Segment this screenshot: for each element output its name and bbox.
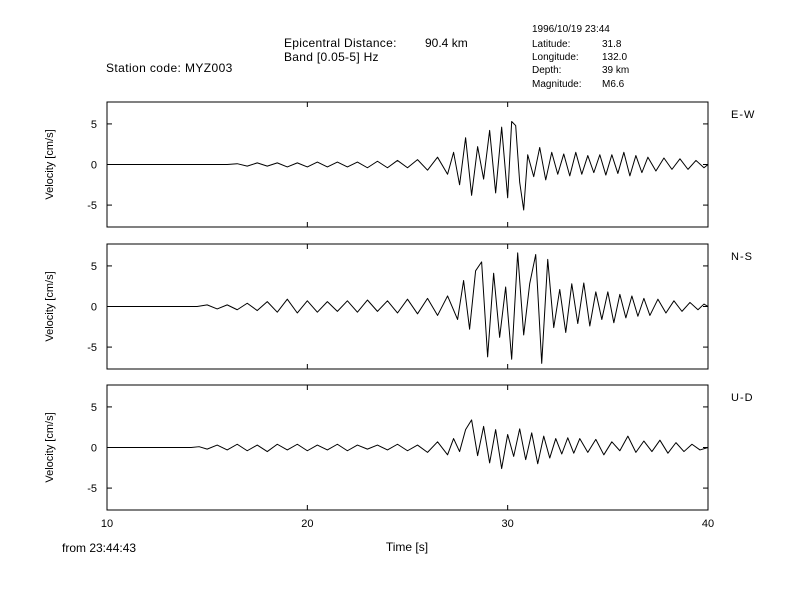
x-axis-label: Time [s] [386, 540, 428, 554]
y-tick-label: 0 [91, 160, 97, 172]
component-label: N-S [731, 251, 753, 263]
magnitude-label: Magnitude: [532, 79, 582, 90]
panel-u-d: 5 0 -5 Velocity [cm/s] U-D [44, 384, 754, 511]
y-tick-label: -5 [87, 483, 97, 495]
x-tick-label: 20 [301, 518, 313, 530]
y-tick-label: 5 [91, 261, 97, 273]
frequency-band: Band [0.05-5] Hz [284, 50, 379, 64]
panel-n-s: 5 0 -5 Velocity [cm/s] N-S [44, 243, 753, 370]
epicentral-distance-value: 90.4 km [425, 36, 468, 50]
x-tick-label: 30 [502, 518, 514, 530]
panel-e-w: 5 0 -5 Velocity [cm/s] E-W [44, 101, 755, 228]
epicentral-distance-label: Epicentral Distance: [284, 36, 397, 50]
y-tick-label: -5 [87, 342, 97, 354]
panel-frame [106, 384, 709, 511]
waveform-trace-u-d [107, 419, 709, 470]
longitude-label: Longitude: [532, 52, 579, 63]
waveform-trace-n-s [107, 252, 709, 364]
y-tick-label: 5 [91, 402, 97, 414]
x-tick-label: 40 [702, 518, 714, 530]
y-tick-label: 0 [91, 302, 97, 314]
latitude-value: 31.8 [602, 39, 622, 50]
x-tick-label: 10 [101, 518, 113, 530]
y-tick-label: -5 [87, 200, 97, 212]
depth-value: 39 km [602, 65, 630, 76]
y-axis-label: Velocity [cm/s] [44, 271, 56, 341]
longitude-value: 132.0 [602, 52, 628, 63]
start-time-label: from 23:44:43 [62, 541, 137, 555]
component-label: U-D [731, 392, 754, 404]
station-code: Station code: MYZ003 [106, 61, 233, 75]
latitude-label: Latitude: [532, 39, 571, 50]
event-datetime: 1996/10/19 23:44 [532, 24, 610, 35]
component-label: E-W [731, 109, 755, 121]
waveform-trace-e-w [107, 120, 709, 211]
magnitude-value: M6.6 [602, 79, 625, 90]
depth-label: Depth: [532, 65, 562, 76]
y-tick-label: 0 [91, 443, 97, 455]
y-axis-label: Velocity [cm/s] [44, 129, 56, 199]
y-tick-label: 5 [91, 119, 97, 131]
y-axis-label: Velocity [cm/s] [44, 412, 56, 482]
